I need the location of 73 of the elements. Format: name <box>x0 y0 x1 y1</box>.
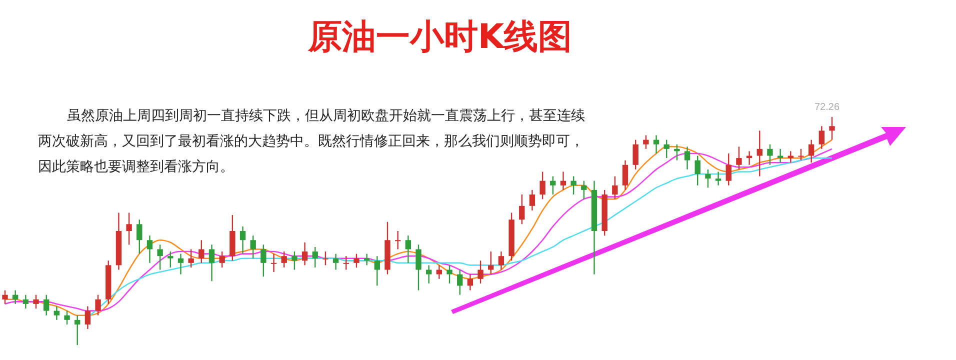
annotation: 虽然原油上周四到周初一直持续下跌，但从周初欧盘开始就一直震荡上行，甚至连续两次破新高，又回到了最初看涨的大趋势中。既然行情修正回来，那么我们则顺势即可，因此策略也要调整到看涨方向。 <box>38 108 585 175</box>
candlestick <box>178 253 184 275</box>
candlestick <box>488 250 494 275</box>
candlestick <box>622 160 628 191</box>
candlestick <box>126 212 132 246</box>
candlestick <box>653 134 660 154</box>
candlestick <box>457 269 463 296</box>
candlestick <box>12 290 18 305</box>
candlestick <box>664 139 670 159</box>
candlestick <box>136 219 142 254</box>
candlestick <box>529 189 536 212</box>
candlestick <box>281 250 287 268</box>
candlestick <box>405 234 412 264</box>
candlestick <box>22 294 29 310</box>
candlestick <box>292 250 298 270</box>
candlestick <box>540 171 546 200</box>
candlestick <box>416 244 422 291</box>
candlestick <box>674 144 680 161</box>
candlestick <box>756 130 762 177</box>
candlestick <box>726 152 732 186</box>
candlestick <box>188 248 194 268</box>
candlestick <box>54 306 60 321</box>
candlestick <box>684 146 690 170</box>
candlestick <box>767 144 773 166</box>
candlestick <box>570 176 576 196</box>
candlestick <box>798 148 804 161</box>
candlestick <box>84 306 91 330</box>
candlestick <box>270 253 277 273</box>
candlestick <box>302 242 308 266</box>
candlestick <box>374 255 380 286</box>
candlestick <box>219 250 225 268</box>
candlestick <box>250 234 256 259</box>
candlestick <box>2 290 8 305</box>
candlestick <box>354 253 360 268</box>
annotation: 72.26 <box>814 102 840 113</box>
candlestick <box>33 294 39 310</box>
candlestick <box>446 264 452 284</box>
candlestick <box>426 264 432 284</box>
candlestick <box>260 244 266 278</box>
candlestick <box>705 168 711 188</box>
candlestick <box>550 176 556 196</box>
candlestick <box>467 274 474 291</box>
candlestick <box>394 230 401 250</box>
candlestick <box>64 310 70 326</box>
candlestick <box>694 155 700 186</box>
candlestick <box>612 176 618 200</box>
candlestick <box>146 234 153 264</box>
candlestick <box>560 171 566 191</box>
candlestick <box>808 139 814 164</box>
candlestick <box>74 314 80 346</box>
candlestick <box>168 250 174 268</box>
candlestick <box>95 294 101 316</box>
candlestick <box>312 246 318 268</box>
candlestick <box>581 180 587 200</box>
candlestick <box>519 194 525 225</box>
candlestick <box>478 260 484 284</box>
candlestick <box>632 139 638 170</box>
candlestick <box>240 226 246 254</box>
candlestick <box>332 253 339 270</box>
candlestick <box>643 134 649 150</box>
candlestick <box>715 171 722 186</box>
candlestick <box>736 146 742 170</box>
candlestick <box>829 116 835 140</box>
candlestick <box>343 255 349 270</box>
candlestick <box>436 264 442 280</box>
candlestick <box>322 250 328 266</box>
candlestick <box>818 126 825 150</box>
candlestick <box>198 240 204 264</box>
candlestick <box>498 250 504 270</box>
candlestick <box>157 244 163 270</box>
chart-title: 原油一小时K线图 <box>306 17 572 57</box>
candlestick <box>208 244 215 282</box>
candlestick <box>44 294 50 316</box>
